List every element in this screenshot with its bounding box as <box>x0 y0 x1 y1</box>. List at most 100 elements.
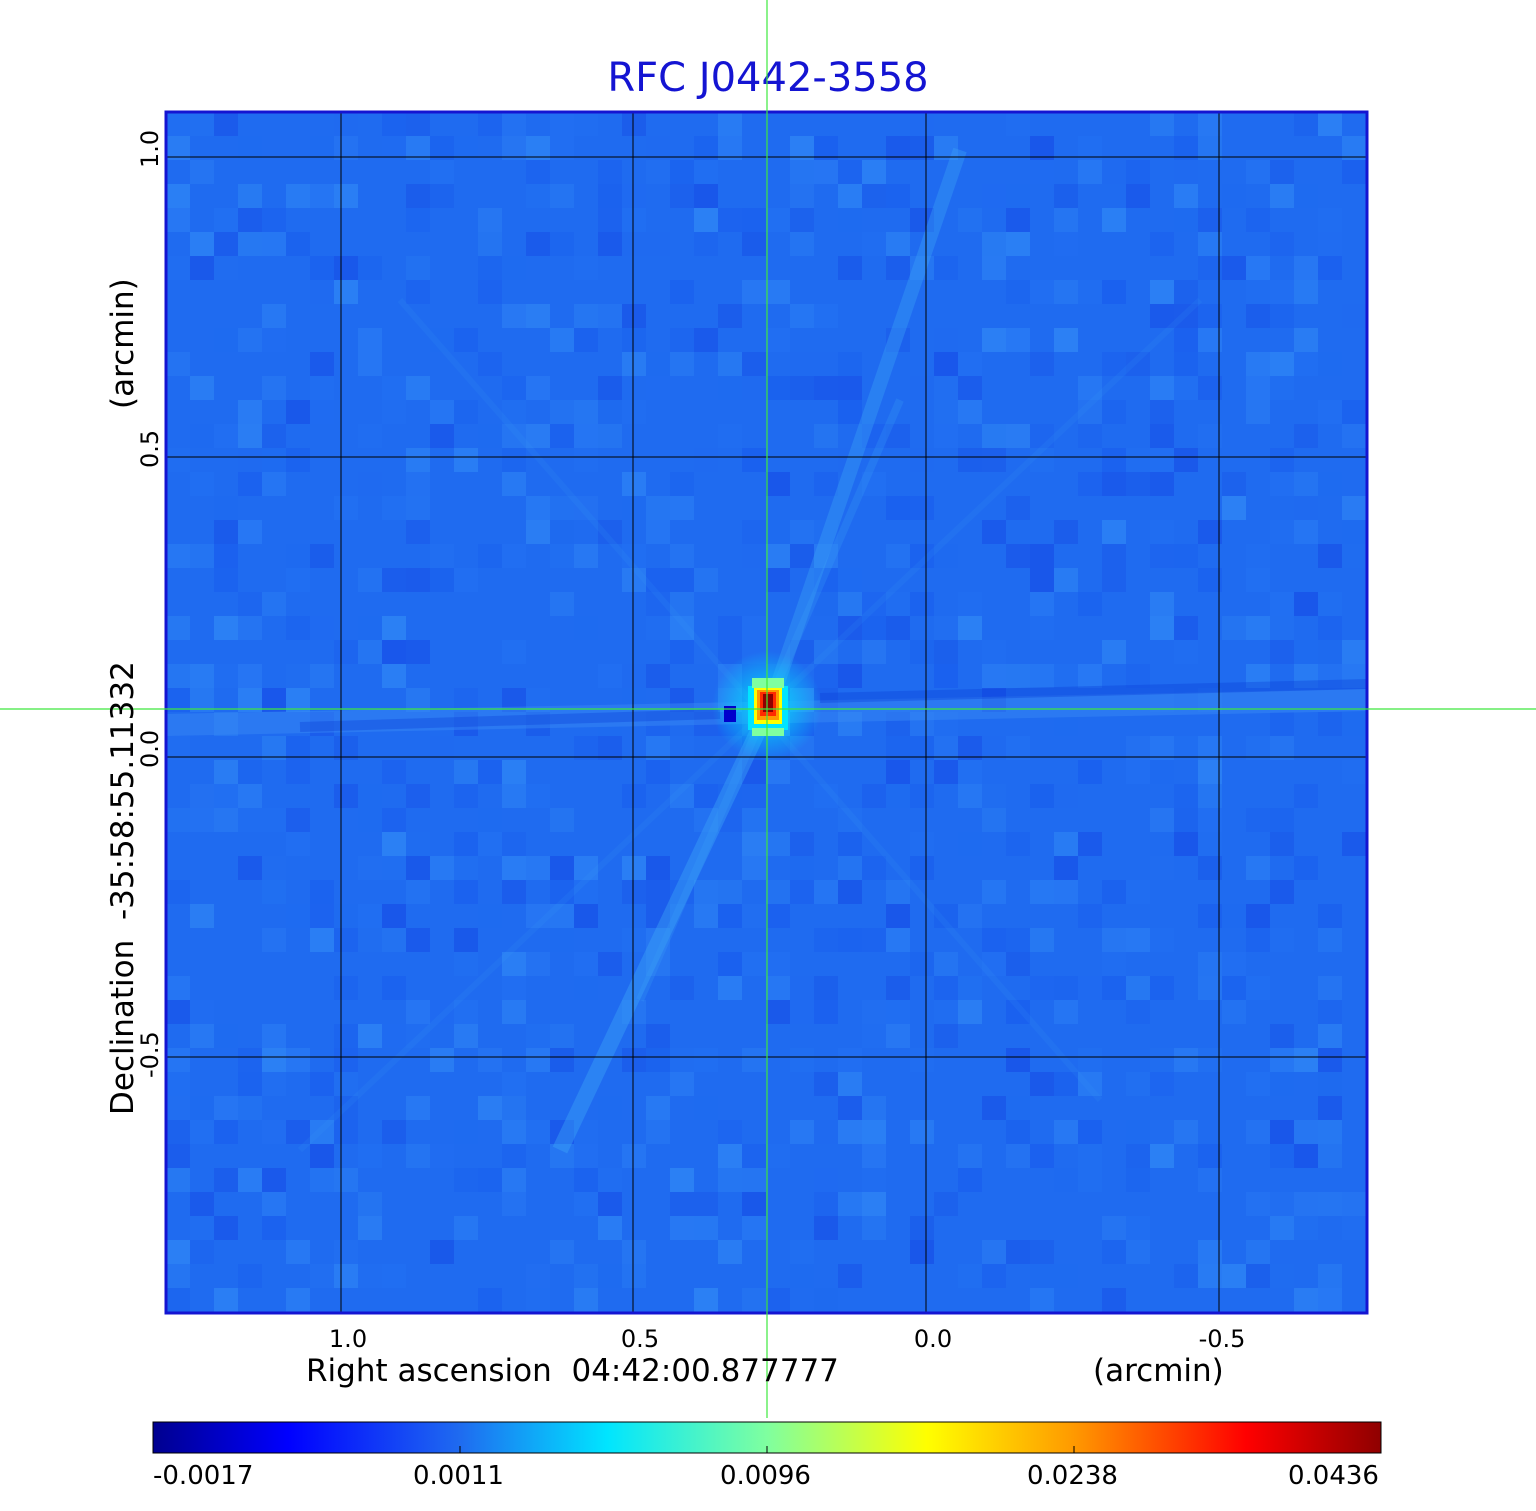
noise-pixel <box>1150 376 1174 400</box>
noise-pixel <box>958 616 982 640</box>
noise-pixel <box>838 1048 862 1072</box>
noise-pixel <box>238 688 262 712</box>
noise-pixel <box>406 448 430 472</box>
noise-pixel <box>334 928 358 952</box>
noise-pixel <box>814 640 838 664</box>
noise-pixel <box>1054 880 1078 904</box>
noise-pixel <box>334 496 358 520</box>
noise-pixel <box>646 376 670 400</box>
noise-pixel <box>766 952 790 976</box>
noise-pixel <box>958 904 982 928</box>
noise-pixel <box>910 496 934 520</box>
noise-pixel <box>1294 496 1318 520</box>
noise-pixel <box>1246 1072 1270 1096</box>
noise-pixel <box>934 712 958 736</box>
noise-pixel <box>622 352 646 376</box>
noise-pixel <box>718 424 742 448</box>
noise-pixel <box>262 448 286 472</box>
noise-pixel <box>934 1024 958 1048</box>
noise-pixel <box>1318 1288 1342 1312</box>
noise-pixel <box>862 856 886 880</box>
noise-pixel <box>190 1216 214 1240</box>
noise-pixel <box>478 424 502 448</box>
noise-pixel <box>214 568 238 592</box>
noise-pixel <box>574 904 598 928</box>
noise-pixel <box>1102 1216 1126 1240</box>
noise-pixel <box>694 640 718 664</box>
noise-pixel <box>598 736 622 760</box>
noise-pixel <box>790 1240 814 1264</box>
noise-pixel <box>190 664 214 688</box>
noise-pixel <box>1294 784 1318 808</box>
noise-pixel <box>742 832 766 856</box>
noise-pixel <box>1294 928 1318 952</box>
noise-pixel <box>1126 1120 1150 1144</box>
noise-pixel <box>334 280 358 304</box>
noise-pixel <box>886 544 910 568</box>
noise-pixel <box>934 424 958 448</box>
noise-pixel <box>574 424 598 448</box>
noise-pixel <box>1078 424 1102 448</box>
noise-pixel <box>190 112 214 136</box>
noise-pixel <box>406 256 430 280</box>
noise-pixel <box>1174 1120 1198 1144</box>
noise-pixel <box>502 1096 526 1120</box>
noise-pixel <box>1054 832 1078 856</box>
noise-pixel <box>1054 184 1078 208</box>
noise-pixel <box>406 568 430 592</box>
noise-pixel <box>1150 448 1174 472</box>
noise-pixel <box>1006 1096 1030 1120</box>
noise-pixel <box>718 1144 742 1168</box>
noise-pixel <box>838 664 862 688</box>
noise-pixel <box>382 808 406 832</box>
noise-pixel <box>622 1000 646 1024</box>
noise-pixel <box>190 1096 214 1120</box>
noise-pixel <box>1054 1168 1078 1192</box>
cursor-crosshair[interactable] <box>0 0 1536 1418</box>
noise-pixel <box>1174 1048 1198 1072</box>
noise-pixel <box>958 424 982 448</box>
noise-pixel <box>310 1144 334 1168</box>
noise-pixel <box>262 1072 286 1096</box>
noise-pixel <box>790 1000 814 1024</box>
noise-pixel <box>1294 112 1318 136</box>
noise-pixel <box>1174 280 1198 304</box>
noise-pixel <box>886 880 910 904</box>
noise-pixel <box>886 592 910 616</box>
noise-pixel <box>1126 928 1150 952</box>
noise-pixel <box>550 664 574 688</box>
noise-pixel <box>550 856 574 880</box>
noise-pixel <box>862 592 886 616</box>
noise-pixel <box>1126 832 1150 856</box>
noise-pixel <box>262 616 286 640</box>
noise-pixel <box>334 136 358 160</box>
noise-pixel <box>1174 208 1198 232</box>
noise-pixel <box>382 1120 406 1144</box>
noise-pixel <box>238 208 262 232</box>
noise-pixel <box>1174 1264 1198 1288</box>
noise-pixel <box>1246 904 1270 928</box>
noise-pixel <box>622 112 646 136</box>
noise-pixel <box>262 592 286 616</box>
noise-pixel <box>934 760 958 784</box>
noise-pixel <box>958 592 982 616</box>
noise-pixel <box>502 1000 526 1024</box>
noise-pixel <box>478 928 502 952</box>
noise-pixel <box>502 304 526 328</box>
noise-pixel <box>742 760 766 784</box>
noise-pixel <box>1174 544 1198 568</box>
noise-pixel <box>742 1192 766 1216</box>
noise-pixel <box>238 448 262 472</box>
noise-pixel <box>1030 1072 1054 1096</box>
noise-pixel <box>550 520 574 544</box>
noise-pixel <box>1318 472 1342 496</box>
noise-pixel <box>526 160 550 184</box>
noise-pixel <box>958 832 982 856</box>
noise-pixel <box>958 400 982 424</box>
noise-pixel <box>1126 808 1150 832</box>
noise-pixel <box>1246 616 1270 640</box>
noise-pixel <box>166 1288 190 1312</box>
noise-pixel <box>766 904 790 928</box>
noise-pixel <box>1246 256 1270 280</box>
